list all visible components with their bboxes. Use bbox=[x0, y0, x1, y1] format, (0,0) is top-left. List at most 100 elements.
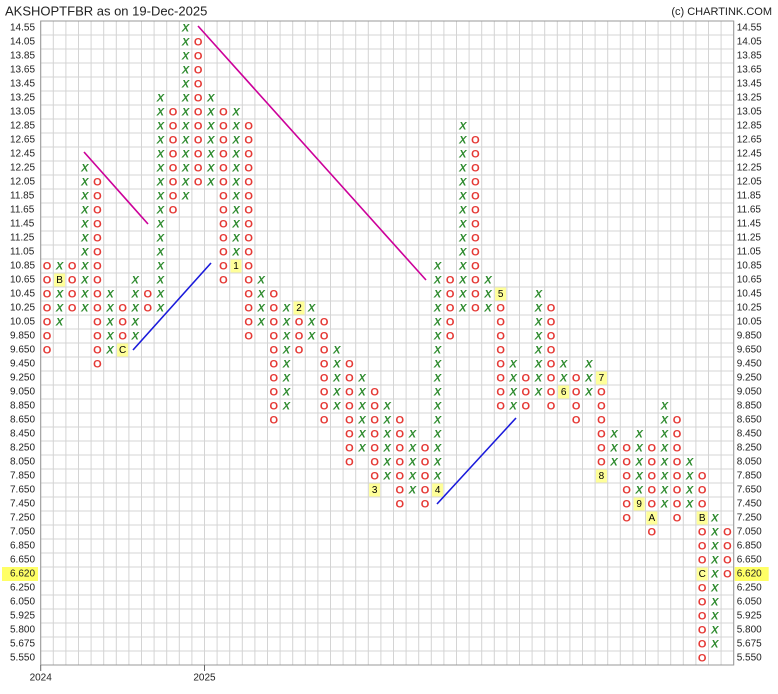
x-box: X bbox=[105, 302, 114, 314]
o-box: O bbox=[68, 274, 77, 286]
o-box: O bbox=[345, 414, 354, 426]
y-tick-label-right: 8.650 bbox=[737, 415, 762, 426]
o-box: O bbox=[118, 302, 127, 314]
o-box: O bbox=[698, 652, 707, 664]
o-box: O bbox=[345, 442, 354, 454]
x-box: X bbox=[357, 442, 366, 454]
month-marker: 3 bbox=[372, 485, 378, 496]
x-box: X bbox=[307, 330, 316, 342]
o-box: O bbox=[194, 162, 203, 174]
x-box: X bbox=[307, 302, 316, 314]
x-box: X bbox=[282, 316, 291, 328]
o-box: O bbox=[421, 456, 430, 468]
x-box: X bbox=[685, 470, 694, 482]
o-box: O bbox=[194, 50, 203, 62]
x-box: X bbox=[534, 344, 543, 356]
x-box: X bbox=[206, 134, 215, 146]
o-box: O bbox=[370, 470, 379, 482]
x-box: X bbox=[131, 316, 140, 328]
o-box: O bbox=[219, 106, 228, 118]
resistance-line bbox=[197, 25, 427, 281]
y-tick-label-right: 13.05 bbox=[737, 107, 762, 118]
o-box: O bbox=[547, 386, 556, 398]
x-box: X bbox=[660, 428, 669, 440]
o-box: O bbox=[194, 120, 203, 132]
o-box: O bbox=[43, 260, 52, 272]
o-box: O bbox=[93, 246, 102, 258]
o-box: O bbox=[244, 148, 253, 160]
o-box: O bbox=[723, 554, 732, 566]
y-tick-label: 8.650 bbox=[10, 415, 35, 426]
y-tick-label-right: 11.65 bbox=[737, 205, 762, 216]
y-tick-label: 13.25 bbox=[10, 93, 35, 104]
x-box: X bbox=[156, 246, 165, 258]
y-tick-label-right: 6.650 bbox=[737, 555, 762, 566]
y-tick-label-right: 10.85 bbox=[737, 261, 762, 272]
x-box: X bbox=[433, 400, 442, 412]
o-box: O bbox=[43, 302, 52, 314]
x-box: X bbox=[383, 442, 392, 454]
x-box: X bbox=[458, 162, 467, 174]
x-box: X bbox=[534, 330, 543, 342]
x-box: X bbox=[635, 456, 644, 468]
x-box: X bbox=[710, 526, 719, 538]
month-marker: B bbox=[699, 513, 706, 524]
o-box: O bbox=[43, 316, 52, 328]
o-box: O bbox=[446, 330, 455, 342]
y-tick-label-right: 9.050 bbox=[737, 387, 762, 398]
x-box: X bbox=[357, 400, 366, 412]
o-box: O bbox=[370, 442, 379, 454]
o-box: O bbox=[345, 372, 354, 384]
x-box: X bbox=[685, 498, 694, 510]
y-tick-label: 12.65 bbox=[10, 135, 35, 146]
month-marker: 1 bbox=[233, 261, 239, 272]
x-box: X bbox=[181, 36, 190, 48]
o-box: O bbox=[68, 260, 77, 272]
x-box: X bbox=[383, 456, 392, 468]
y-tick-label: 9.250 bbox=[10, 373, 35, 384]
x-box: X bbox=[509, 372, 518, 384]
x-box: X bbox=[131, 302, 140, 314]
x-box: X bbox=[156, 134, 165, 146]
month-marker-box bbox=[432, 483, 444, 497]
o-box: O bbox=[396, 498, 405, 510]
x-box: X bbox=[433, 470, 442, 482]
y-tick-label-right: 7.050 bbox=[737, 527, 762, 538]
x-box: X bbox=[458, 148, 467, 160]
o-box: O bbox=[93, 190, 102, 202]
o-box: O bbox=[471, 232, 480, 244]
o-box: O bbox=[270, 344, 279, 356]
o-box: O bbox=[622, 442, 631, 454]
o-box: O bbox=[698, 540, 707, 552]
o-box: O bbox=[597, 386, 606, 398]
o-box: O bbox=[673, 470, 682, 482]
y-tick-label-right: 7.450 bbox=[737, 499, 762, 510]
month-marker-box bbox=[558, 385, 570, 399]
x-box: X bbox=[635, 484, 644, 496]
month-marker: B bbox=[56, 275, 63, 286]
x-box: X bbox=[458, 302, 467, 314]
o-box: O bbox=[345, 386, 354, 398]
o-box: O bbox=[421, 470, 430, 482]
x-box: X bbox=[156, 274, 165, 286]
month-marker-box bbox=[369, 483, 381, 497]
month-marker: 7 bbox=[599, 373, 605, 384]
x-box: X bbox=[181, 134, 190, 146]
o-box: O bbox=[698, 526, 707, 538]
y-tick-label: 12.05 bbox=[10, 177, 35, 188]
month-marker-box bbox=[696, 511, 708, 525]
y-tick-label: 9.850 bbox=[10, 331, 35, 342]
o-box: O bbox=[471, 274, 480, 286]
last-price-box bbox=[734, 567, 769, 581]
y-tick-label-right: 13.45 bbox=[737, 79, 762, 90]
o-box: O bbox=[244, 330, 253, 342]
y-tick-label-right: 8.850 bbox=[737, 401, 762, 412]
x-box: X bbox=[231, 134, 240, 146]
y-tick-label-right: 5.550 bbox=[737, 653, 762, 664]
o-box: O bbox=[219, 204, 228, 216]
y-tick-label: 12.85 bbox=[10, 121, 35, 132]
o-box: O bbox=[496, 358, 505, 370]
x-box: X bbox=[609, 456, 618, 468]
o-box: O bbox=[673, 484, 682, 496]
o-box: O bbox=[648, 456, 657, 468]
